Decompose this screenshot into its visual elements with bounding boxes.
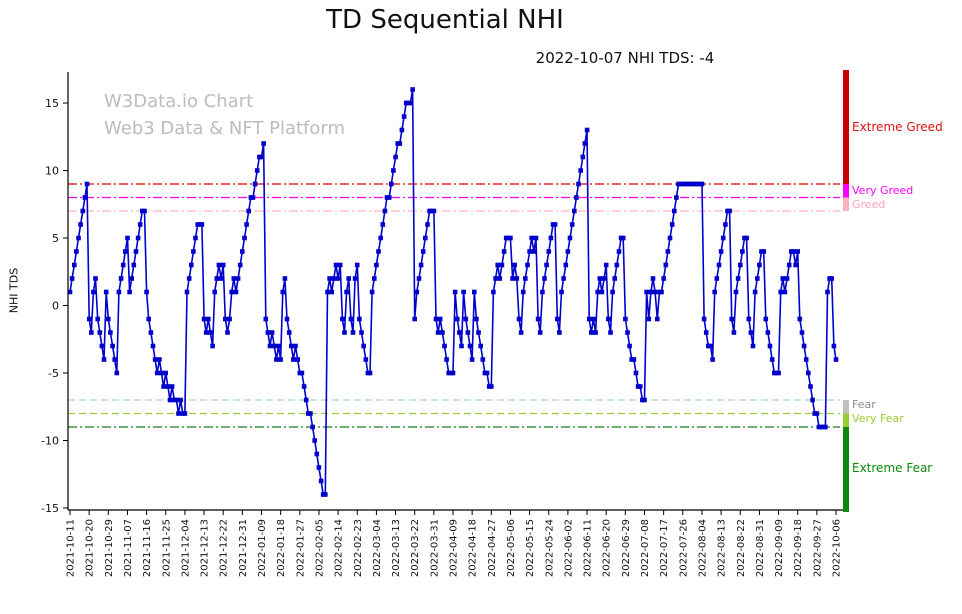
y-tick-label: -10 — [41, 434, 59, 447]
zone-label-greed: Greed — [852, 198, 886, 211]
chart-title: TD Sequential NHI — [326, 5, 564, 35]
zone-bar-extreme-fear — [843, 427, 849, 512]
x-tick-label: 2021-12-31 — [238, 519, 249, 577]
x-tick-label: 2022-02-14 — [334, 519, 345, 577]
x-tick-label: 2021-12-04 — [180, 519, 191, 577]
x-tick-label: 2022-04-09 — [449, 519, 460, 577]
zone-label-extreme-fear: Extreme Fear — [852, 461, 933, 475]
x-tick-label: 2021-11-07 — [123, 519, 134, 577]
zone-label-very-fear: Very Fear — [852, 412, 904, 425]
x-tick-label: 2022-03-31 — [429, 519, 440, 577]
x-tick-label: 2022-08-13 — [717, 519, 728, 577]
x-tick-label: 2022-03-13 — [391, 519, 402, 577]
zone-label-fear: Fear — [852, 398, 876, 411]
x-tick-label: 2022-01-09 — [257, 519, 268, 577]
x-tick-label: 2022-01-27 — [295, 519, 306, 577]
watermark: W3Data.io Chart Web3 Data & NFT Platform — [104, 88, 345, 142]
x-tick-label: 2022-08-04 — [698, 519, 709, 577]
x-tick-label: 2022-03-04 — [372, 519, 383, 577]
x-tick-label: 2022-08-31 — [755, 519, 766, 577]
zone-bar-greed — [843, 197, 849, 211]
y-tick-label: 15 — [45, 97, 59, 110]
x-tick-label: 2022-05-15 — [525, 519, 536, 577]
x-tick-label: 2022-02-05 — [314, 519, 325, 577]
zone-bar-very-fear — [843, 413, 849, 427]
zone-label-very-greed: Very Greed — [852, 184, 914, 197]
y-tick-label: 0 — [52, 300, 59, 313]
watermark-line2: Web3 Data & NFT Platform — [104, 118, 346, 139]
zone-bar-fear — [843, 400, 849, 414]
x-tick-label: 2022-04-27 — [487, 519, 498, 577]
y-tick-label: 5 — [52, 232, 59, 245]
zone-bar-extreme-greed — [843, 70, 849, 184]
x-tick-label: 2022-09-27 — [812, 519, 823, 577]
x-tick-label: 2022-10-06 — [832, 519, 843, 577]
x-tick-label: 2021-10-29 — [104, 519, 115, 577]
x-tick-label: 2021-11-25 — [161, 519, 172, 577]
x-tick-label: 2022-06-02 — [563, 519, 574, 577]
watermark-line1: W3Data.io Chart — [104, 91, 254, 112]
x-tick-label: 2022-05-24 — [544, 519, 555, 577]
x-tick-label: 2022-06-11 — [583, 519, 594, 577]
x-tick-label: 2021-11-16 — [142, 519, 153, 577]
x-tick-label: 2021-10-11 — [66, 519, 77, 577]
x-tick-label: 2022-08-22 — [736, 519, 747, 577]
x-tick-label: 2022-04-18 — [468, 519, 479, 577]
y-tick-label: -15 — [41, 502, 59, 515]
threshold-lines — [68, 183, 840, 428]
chart-subtitle: 2022-10-07 NHI TDS: -4 — [535, 49, 715, 67]
x-tick-label: 2021-12-13 — [200, 519, 211, 577]
zone-bar-very-greed — [843, 184, 849, 198]
nhi-tds-series — [67, 87, 839, 497]
x-tick-label: 2022-01-18 — [276, 519, 287, 577]
x-tick-label: 2022-09-18 — [793, 519, 804, 577]
x-tick-label: 2022-07-17 — [659, 519, 670, 577]
x-tick-label: 2021-10-20 — [85, 519, 96, 577]
y-tick-label: -5 — [48, 367, 59, 380]
axes: 15 10 5 0 -5 -10 -15 2021-10-11 2021-10-20 2021-1… — [41, 72, 845, 577]
x-tick-label: 2022-07-08 — [640, 519, 651, 577]
x-tick-label: 2022-06-29 — [621, 519, 632, 577]
x-tick-label: 2022-02-23 — [353, 519, 364, 577]
x-tick-label: 2021-12-22 — [219, 519, 230, 577]
zone-bars — [843, 70, 849, 512]
x-tick-label: 2022-03-22 — [410, 519, 421, 577]
x-tick-label: 2022-05-06 — [506, 519, 517, 577]
x-tick-label: 2022-06-20 — [602, 519, 613, 577]
x-tick-label: 2022-09-09 — [774, 519, 785, 577]
zone-label-extreme-greed: Extreme Greed — [852, 120, 943, 134]
y-tick-label: 10 — [45, 165, 59, 178]
x-tick-label: 2022-07-26 — [678, 519, 689, 577]
